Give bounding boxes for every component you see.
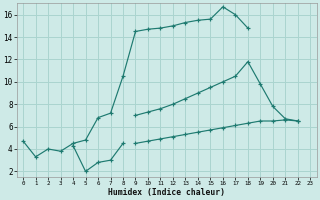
X-axis label: Humidex (Indice chaleur): Humidex (Indice chaleur) — [108, 188, 225, 197]
